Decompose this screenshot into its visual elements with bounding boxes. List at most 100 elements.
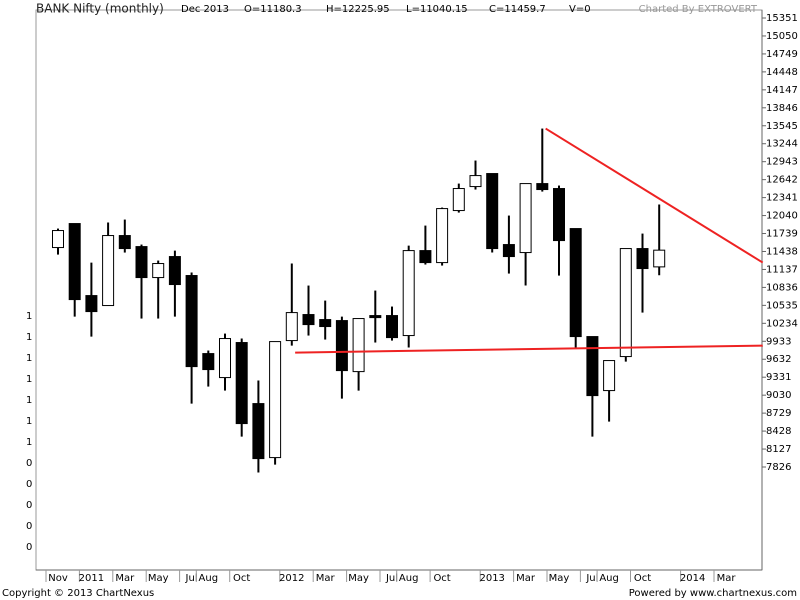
y-tick-label: 13846	[766, 103, 798, 114]
candle-body	[168, 256, 181, 286]
y-tick-label: 12642	[766, 175, 798, 186]
x-tick-label: Mar	[717, 573, 737, 584]
candle-body	[235, 342, 248, 425]
x-tick-label: Oct	[634, 573, 651, 584]
candle-body	[152, 263, 165, 279]
y-tick-label: 8127	[766, 444, 791, 455]
y-tick-label: 15351	[766, 13, 798, 24]
x-tick-label: Jul	[185, 573, 198, 584]
y-tick-label: 12943	[766, 157, 798, 168]
y-tick-label: 12040	[766, 211, 798, 222]
y-tick-label: 9933	[766, 336, 791, 347]
left-axis-label: 1	[26, 374, 32, 385]
chart-title: BANK Nifty (monthly)	[36, 2, 164, 16]
candle-body	[519, 183, 532, 254]
y-tick-label: 11438	[766, 246, 798, 257]
x-tick-label: 2013	[479, 573, 504, 584]
candle-body	[469, 175, 482, 188]
x-tick-label: 2012	[279, 573, 304, 584]
candle-body	[68, 223, 81, 301]
candle-body	[502, 244, 515, 258]
x-tick-label: Mar	[516, 573, 536, 584]
y-tick-label: 10535	[766, 300, 798, 311]
y-tick-label: 14749	[766, 49, 798, 60]
candle-body	[419, 250, 432, 264]
candle-body	[636, 248, 649, 270]
x-tick-label: Mar	[115, 573, 135, 584]
candle-body	[302, 314, 315, 326]
y-tick-label: 10836	[766, 282, 798, 293]
candle-body	[102, 235, 115, 307]
left-axis-label: 1	[26, 416, 32, 427]
y-tick-label: 12341	[766, 193, 798, 204]
candle-body	[185, 275, 198, 368]
y-tick-label: 13244	[766, 139, 798, 150]
x-tick-label: 2014	[680, 573, 705, 584]
left-axis-label: 1	[26, 332, 32, 343]
y-tick-label: 7826	[766, 462, 791, 473]
x-tick-label: May	[348, 573, 369, 584]
left-axis-label: 0	[26, 479, 32, 490]
candle-body	[219, 338, 231, 379]
candle-body	[352, 318, 365, 373]
x-tick-label: May	[148, 573, 169, 584]
y-tick-label: 14147	[766, 85, 798, 96]
powered-by[interactable]: Powered by www.chartnexus.com	[629, 588, 797, 599]
y-tick-label: 9331	[766, 372, 791, 383]
period: Dec 2013	[181, 4, 229, 15]
trendline	[295, 344, 763, 354]
y-tick-label: 13545	[766, 121, 798, 132]
candle-body	[386, 315, 398, 339]
left-axis-label: 0	[26, 500, 32, 511]
candle-body	[319, 319, 332, 328]
x-tick-label: Aug	[599, 573, 619, 584]
copyright: Copyright © 2013 ChartNexus	[2, 588, 154, 599]
left-axis-label: 1	[26, 395, 32, 406]
candle-body	[619, 248, 632, 358]
x-tick-label: May	[549, 573, 570, 584]
x-tick-label: 2011	[79, 573, 104, 584]
y-tick-label: 8729	[766, 408, 791, 419]
y-tick-label: 11137	[766, 264, 798, 275]
left-axis-label: 1	[26, 353, 32, 364]
left-axis-label: 1	[26, 311, 32, 322]
candle-body	[603, 360, 616, 392]
candle-body	[85, 295, 98, 313]
left-axis-label: 0	[26, 458, 32, 469]
candle-body	[285, 312, 298, 342]
candle-body	[569, 228, 582, 338]
candle-body	[202, 353, 215, 371]
left-axis-label: 1	[26, 437, 32, 448]
candle-body	[118, 235, 131, 250]
candle-body	[536, 183, 549, 191]
candle-body	[452, 188, 465, 212]
candle-body	[402, 250, 415, 337]
candle-body	[269, 341, 282, 459]
y-tick-label: 15050	[766, 31, 798, 42]
credit: Charted By EXTROVERT	[639, 4, 758, 15]
ohlc-open: O=11180.3	[244, 4, 302, 15]
ohlc-volume: V=0	[569, 4, 591, 15]
y-tick-label: 11739	[766, 229, 798, 240]
candle-body	[335, 320, 348, 372]
x-tick-label: Aug	[199, 573, 219, 584]
candle-body	[252, 403, 265, 460]
y-tick-label: 8428	[766, 426, 791, 437]
candle-body	[52, 230, 64, 249]
candle-body	[135, 246, 148, 279]
candle-body	[436, 208, 449, 264]
candle-body	[653, 249, 666, 268]
y-tick-label: 9632	[766, 354, 791, 365]
ohlc-close: C=11459.7	[489, 4, 546, 15]
left-axis-label: 0	[26, 542, 32, 553]
x-tick-label: Jul	[585, 573, 598, 584]
y-tick-label: 10234	[766, 318, 798, 329]
candle-body	[369, 315, 382, 319]
y-tick-label: 9030	[766, 390, 791, 401]
x-tick-label: Jul	[385, 573, 398, 584]
candle-body	[553, 188, 565, 242]
x-tick-label: Nov	[48, 573, 68, 584]
left-axis-label: 0	[26, 521, 32, 532]
